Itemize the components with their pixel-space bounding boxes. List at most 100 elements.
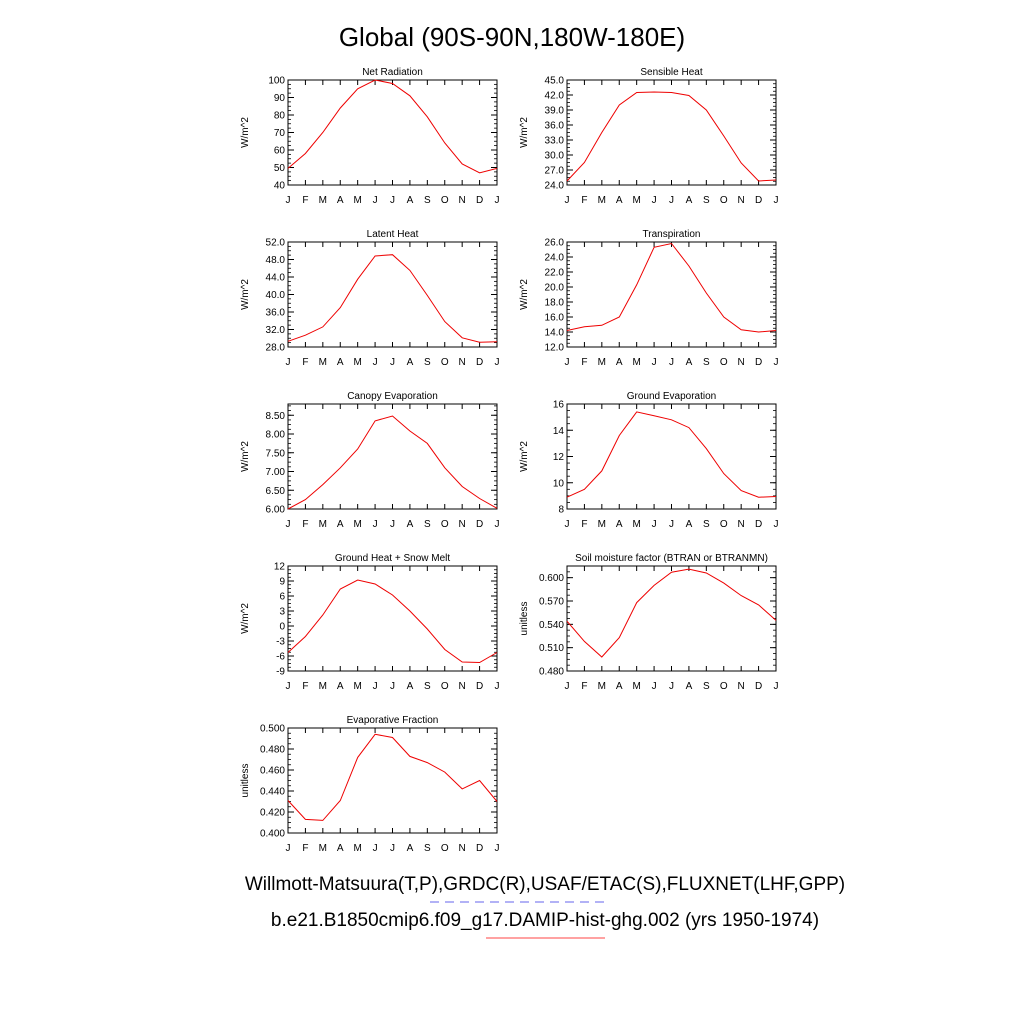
x-tick-label: M: [632, 357, 640, 368]
x-tick-label: D: [755, 195, 762, 206]
y-axis-label: W/m^2: [240, 117, 251, 148]
y-axis-label: W/m^2: [240, 603, 251, 634]
x-tick-label: J: [774, 519, 779, 530]
series-line: [566, 91, 777, 182]
x-tick-label: M: [598, 195, 606, 206]
x-tick-label: F: [581, 681, 587, 692]
y-tick-label: 0.480: [260, 745, 285, 756]
x-tick-label: O: [441, 681, 449, 692]
x-tick-label: N: [459, 681, 466, 692]
y-tick-label: 3: [279, 607, 285, 618]
x-tick-label: N: [459, 843, 466, 854]
x-tick-label: M: [598, 519, 606, 530]
x-tick-label: J: [774, 681, 779, 692]
y-tick-label: 44.0: [266, 273, 286, 284]
x-tick-label: M: [353, 681, 361, 692]
y-tick-label: 60: [274, 146, 286, 157]
x-tick-label: J: [652, 681, 657, 692]
x-tick-label: F: [302, 195, 308, 206]
x-tick-label: A: [407, 681, 414, 692]
y-tick-label: 39.0: [545, 106, 565, 117]
y-tick-label: 36.0: [266, 308, 286, 319]
x-tick-label: O: [720, 681, 728, 692]
y-tick-label: 8.50: [266, 411, 286, 422]
x-tick-label: F: [581, 357, 587, 368]
x-tick-label: D: [476, 357, 483, 368]
y-tick-label: -3: [276, 637, 285, 648]
x-tick-label: S: [703, 195, 710, 206]
plot-frame: [566, 565, 777, 672]
x-tick-label: M: [598, 681, 606, 692]
y-tick-label: 6.50: [266, 486, 286, 497]
legend-model-label: b.e21.B1850cmip6.f09_g17.DAMIP-hist-ghg.…: [271, 910, 819, 931]
x-tick-label: O: [441, 519, 449, 530]
x-tick-label: J: [286, 357, 291, 368]
x-tick-label: J: [652, 195, 657, 206]
x-tick-label: M: [319, 519, 327, 530]
x-tick-label: A: [616, 681, 623, 692]
y-tick-label: 0.540: [539, 620, 564, 631]
y-tick-label: 20.0: [545, 283, 565, 294]
x-tick-label: O: [720, 357, 728, 368]
x-tick-label: J: [652, 357, 657, 368]
x-tick-label: M: [598, 357, 606, 368]
x-tick-label: S: [424, 843, 431, 854]
x-tick-label: A: [686, 681, 693, 692]
x-tick-label: J: [565, 357, 570, 368]
chart-panel-8: Soil moisture factor (BTRAN or BTRANMN) J…: [519, 553, 779, 692]
x-tick-label: J: [373, 357, 378, 368]
plot-frame: [287, 727, 498, 834]
y-tick-label: 22.0: [545, 268, 565, 279]
y-tick-label: 0.480: [539, 667, 564, 678]
x-tick-label: J: [390, 195, 395, 206]
x-tick-label: J: [286, 519, 291, 530]
x-tick-label: A: [686, 357, 693, 368]
x-tick-label: N: [738, 681, 745, 692]
x-tick-label: J: [774, 195, 779, 206]
x-tick-label: O: [720, 519, 728, 530]
x-tick-label: O: [441, 357, 449, 368]
legend: Willmott-Matsuura(T,P),GRDC(R),USAF/ETAC…: [245, 874, 845, 939]
x-tick-label: M: [353, 843, 361, 854]
x-tick-label: D: [476, 843, 483, 854]
y-tick-label: 14.0: [545, 328, 565, 339]
panel-title: Canopy Evaporation: [347, 391, 438, 402]
y-tick-label: 0.510: [539, 643, 564, 654]
y-axis-label: unitless: [240, 764, 251, 798]
y-tick-label: 42.0: [545, 91, 565, 102]
series-line: [287, 254, 498, 343]
y-tick-label: 40: [274, 181, 286, 192]
x-tick-label: F: [581, 519, 587, 530]
plot-frame: [287, 403, 498, 510]
y-tick-label: 24.0: [545, 181, 565, 192]
y-tick-label: 0: [279, 622, 285, 633]
x-tick-label: S: [424, 681, 431, 692]
x-tick-label: M: [319, 843, 327, 854]
x-tick-label: A: [686, 519, 693, 530]
y-tick-label: 6.00: [266, 505, 286, 516]
x-tick-label: A: [337, 519, 344, 530]
x-tick-label: M: [353, 519, 361, 530]
y-tick-label: 0.600: [539, 573, 564, 584]
y-axis-label: W/m^2: [519, 117, 530, 148]
x-tick-label: J: [495, 843, 500, 854]
x-tick-label: S: [424, 519, 431, 530]
x-tick-label: J: [373, 681, 378, 692]
y-tick-label: 100: [268, 76, 285, 87]
y-tick-label: 30.0: [545, 151, 565, 162]
x-tick-label: J: [774, 357, 779, 368]
y-tick-label: 12: [553, 452, 565, 463]
x-tick-label: F: [302, 519, 308, 530]
series-line: [287, 579, 498, 664]
x-tick-label: O: [441, 195, 449, 206]
x-tick-label: A: [616, 519, 623, 530]
y-axis-label: W/m^2: [240, 441, 251, 472]
y-tick-label: 8.00: [266, 430, 286, 441]
x-tick-label: F: [581, 195, 587, 206]
y-tick-label: 7.00: [266, 467, 286, 478]
y-axis-label: W/m^2: [519, 279, 530, 310]
x-tick-label: A: [616, 357, 623, 368]
